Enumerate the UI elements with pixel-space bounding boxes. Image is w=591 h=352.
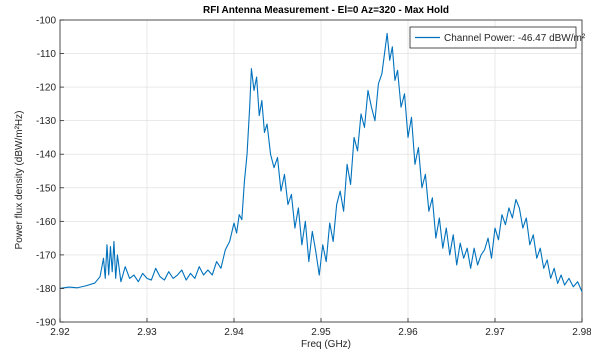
y-tick-label: -150 xyxy=(36,183,56,194)
y-tick-label: -190 xyxy=(36,318,56,329)
y-tick-label: -120 xyxy=(36,83,56,94)
x-tick-label: 2.97 xyxy=(485,327,505,338)
series-layer xyxy=(59,32,583,293)
legend-box xyxy=(409,26,577,49)
series-line-channel-power xyxy=(59,32,583,293)
y-tick-label: -100 xyxy=(36,16,56,27)
x-tick-label: 2.92 xyxy=(50,327,70,338)
y-tick-label: -110 xyxy=(37,49,57,60)
legend-entry-channel-power: Channel Power: -46.47 dBW/m² xyxy=(444,33,586,44)
legend: Channel Power: -46.47 dBW/m² xyxy=(409,26,586,49)
chart-title: RFI Antenna Measurement - El=0 Az=320 - … xyxy=(203,5,449,16)
y-tick-label: -140 xyxy=(36,150,56,161)
y-axis-label: Power flux density (dBW/m²Hz) xyxy=(14,111,25,250)
x-tick-label: 2.98 xyxy=(572,327,591,338)
y-tick-label: -180 xyxy=(36,284,56,295)
x-tick-label: 2.94 xyxy=(224,327,244,338)
axis-ticks: 2.92 2.93 2.94 2.95 2.96 2.97 2.98 -190 -180 -170… xyxy=(36,16,591,339)
x-tick-label: 2.95 xyxy=(311,327,331,338)
x-axis-label: Freq (GHz) xyxy=(301,339,351,350)
y-tick-label: -170 xyxy=(36,250,56,261)
x-tick-label: 2.96 xyxy=(398,327,418,338)
y-tick-label: -130 xyxy=(36,116,56,127)
y-tick-label: -160 xyxy=(36,217,56,228)
x-tick-label: 2.93 xyxy=(137,327,157,338)
